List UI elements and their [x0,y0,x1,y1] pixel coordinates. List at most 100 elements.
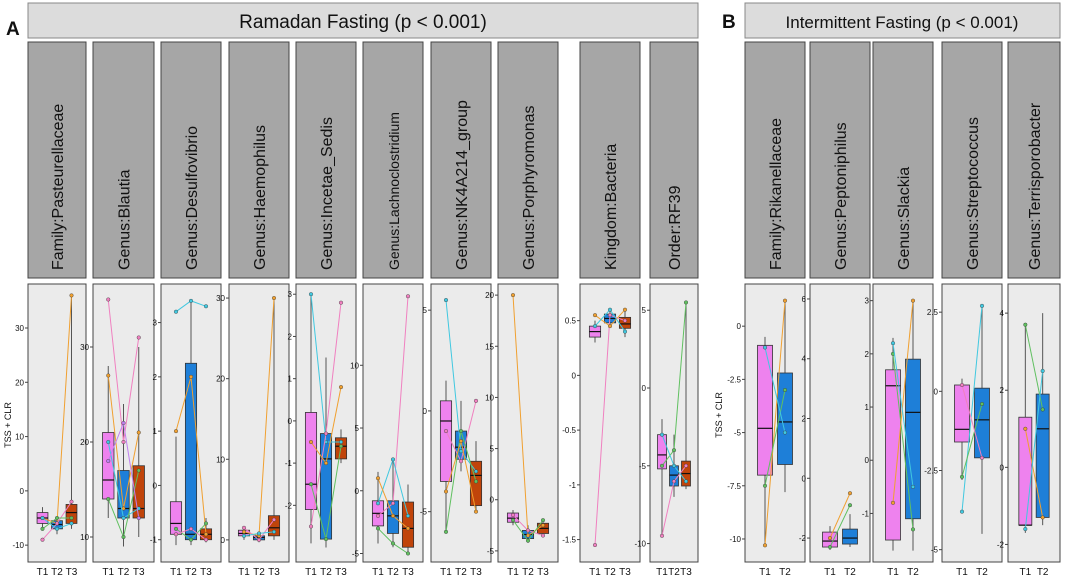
x-tick-label-t2: T2 [779,567,791,578]
facet-strip [872,41,934,279]
data-point [309,524,314,529]
data-point [459,429,464,434]
x-tick-label-t3: T3 [680,567,692,578]
y-tick-label: 20 [216,375,225,384]
data-point [763,543,768,548]
facet-plot-area [1007,283,1061,563]
data-point [608,324,613,329]
data-point [55,526,60,531]
facet-strip [295,41,357,279]
data-point [188,537,193,542]
data-point [121,440,126,445]
panel-b-title-box [744,2,1061,39]
facet-strip [430,41,492,279]
x-tick-label-t2: T2 [976,567,988,578]
facet-11: Genus:Peptoniphilus -2 0 2 4 6 T1 T2 [799,41,871,578]
data-point [474,469,479,474]
y-tick-label: 1 [153,427,158,436]
data-point [339,440,344,445]
y-tick-label: 2.5 [927,308,939,317]
x-tick-label-t2: T2 [185,567,197,578]
facet-strip [941,41,1003,279]
data-point [526,528,531,533]
y-tick-label: 3 [153,319,158,328]
panel-a-title-box [27,2,699,39]
facet-strip [497,41,559,279]
data-point [1023,322,1028,327]
y-tick-label: 2 [802,415,807,424]
y-tick-label: -5 [352,549,360,558]
x-tick-label-t2: T2 [1037,567,1049,578]
data-point [391,457,396,462]
y-tick-label: -2 [997,540,1005,549]
x-tick-label-t1: T1 [37,567,49,578]
y-tick-label: 0 [737,322,742,331]
y-tick-label: -1.5 [562,536,576,545]
panel-a-title: Ramadan Fasting (p < 0.001) [239,12,487,33]
facet-plot-area [649,283,699,563]
paired-line [764,389,786,486]
y-tick-label: 4 [1000,309,1005,318]
data-point [541,523,546,528]
data-point [391,541,396,546]
data-point [660,533,665,538]
facet-title: Genus:Haemophilus [252,125,269,270]
panel-b-title: Intermittent Fasting (p < 0.001) [786,13,1019,32]
data-point [69,516,74,521]
data-point [272,529,277,534]
box-t3 [267,515,281,537]
data-point [309,482,314,487]
data-point [593,313,598,318]
paired-line [892,343,914,487]
data-point [848,503,853,508]
paired-line [764,300,786,546]
data-point [608,313,613,318]
data-point [444,429,449,434]
data-point [173,526,178,531]
facet-strip [362,41,424,279]
y-tick-label: 0 [288,417,293,426]
data-point [241,525,246,530]
facet-title: Genus:Blautia [117,169,134,270]
y-tick-label: -5 [639,462,647,471]
data-point [511,293,516,298]
y-tick-label: 0 [934,387,939,396]
y-tick-label: -5 [487,547,495,556]
facet-6: Genus:NK4A214_group -5 0 5 T1 T2 T3 [420,41,492,578]
data-point [1040,368,1045,373]
y-tick-label: 1 [288,375,293,384]
facet-7: Genus:Porphyromonas -5 0 5 10 15 20 T1 T2 T3 [485,41,559,578]
data-point [339,300,344,305]
data-point [391,501,396,506]
data-point [459,449,464,454]
data-point [763,345,768,350]
y-tick-label: -0.5 [562,426,576,435]
data-point [593,324,598,329]
data-point [783,388,788,393]
x-tick-label-t2: T2 [668,567,680,578]
x-tick-label-t2: T2 [118,567,130,578]
data-point [241,533,246,538]
y-tick-label: 20 [15,378,24,387]
y-tick-label: -1 [569,481,577,490]
data-point [623,329,628,334]
data-point [257,537,262,542]
x-tick-label-t1: T1 [238,567,250,578]
data-point [1023,426,1028,431]
data-point [511,518,516,523]
y-tick-label: -2 [285,501,293,510]
data-point [173,309,178,314]
data-point [660,432,665,437]
data-point [203,537,208,542]
x-tick-label-t3: T3 [133,567,145,578]
data-point [376,526,381,531]
data-point [891,341,896,346]
data-point [55,521,60,526]
x-tick-label-t2: T2 [51,567,63,578]
facet-title: Genus:Terrisporobacter [1027,102,1044,270]
facet-12: Genus:Slackia -1 0 1 2 3 T1 T2 [862,41,934,578]
